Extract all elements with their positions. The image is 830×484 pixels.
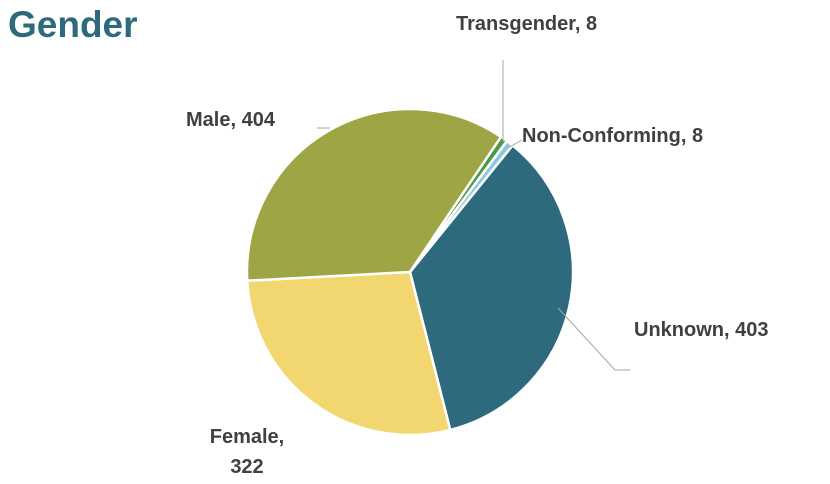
leader-line bbox=[507, 139, 523, 149]
data-label: Male, 404 bbox=[186, 109, 275, 131]
pie-slice bbox=[245, 107, 503, 282]
chart-title: Gender bbox=[8, 4, 138, 45]
leader-line bbox=[557, 307, 630, 371]
data-label: Female, 322 bbox=[209, 426, 285, 478]
data-label: Non-Conforming, 8 bbox=[522, 125, 704, 147]
data-label: Unknown, 403 bbox=[634, 319, 769, 341]
pie-slice bbox=[408, 143, 575, 432]
data-label: Transgender, 8 bbox=[456, 13, 598, 35]
pie-slice bbox=[245, 270, 452, 437]
